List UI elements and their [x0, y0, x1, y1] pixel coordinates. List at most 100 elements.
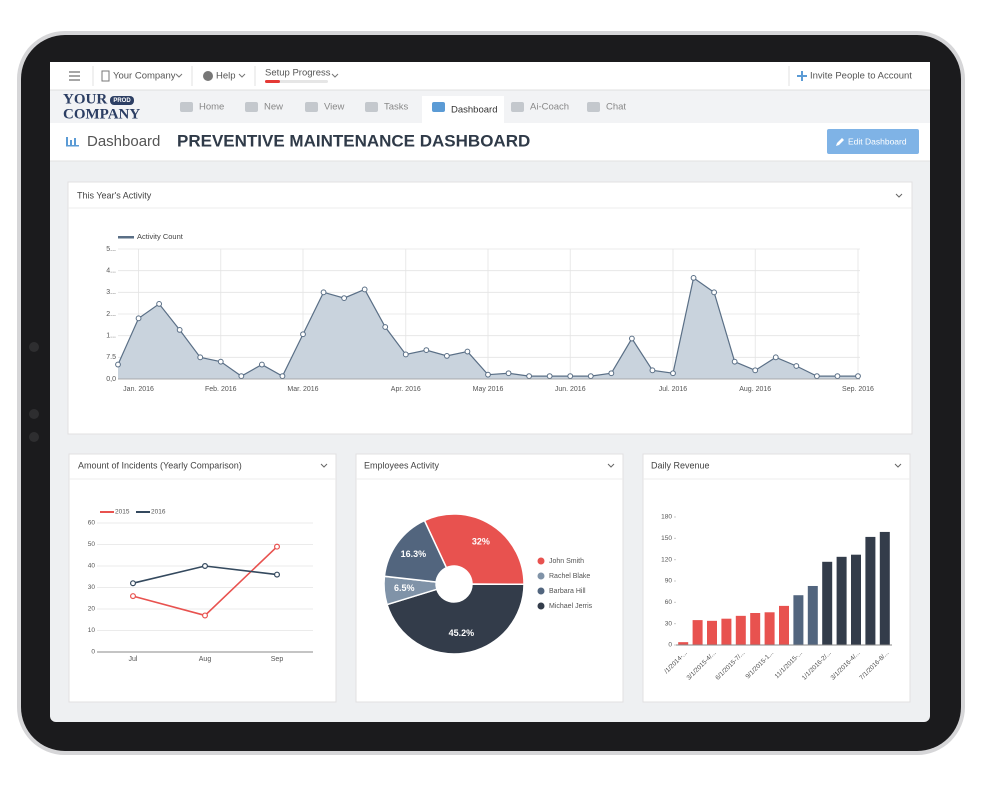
data-point [320, 289, 327, 296]
company-icon [101, 70, 110, 82]
help-icon [203, 71, 213, 81]
slice-label: 16.3% [401, 549, 427, 559]
section-name: Dashboard [87, 133, 160, 150]
panel-menu[interactable] [894, 463, 902, 468]
nav-item[interactable]: Ai-Coach [530, 102, 569, 113]
page-title: PREVENTIVE MAINTENANCE DASHBOARD [177, 131, 530, 150]
data-point [855, 373, 861, 380]
nav-icon [432, 102, 445, 112]
edit-dashboard-button[interactable] [827, 129, 919, 154]
legend-label: Barbara Hill [549, 588, 586, 595]
legend-label: Activity Count [137, 232, 184, 241]
bar [851, 554, 861, 645]
data-point [217, 358, 224, 365]
data-point [711, 289, 718, 296]
bar [793, 595, 804, 645]
legend-swatch [118, 236, 134, 239]
logo-badge: PROD [113, 98, 131, 104]
y-tick-label: 20 [88, 606, 96, 613]
side-button [29, 409, 39, 419]
panel-menu[interactable] [320, 463, 328, 468]
panel-menu[interactable] [607, 463, 615, 468]
y-tick-label: 5... [106, 246, 116, 253]
nav-item[interactable]: Dashboard [451, 105, 497, 116]
x-tick-label: May 2016 [473, 386, 504, 393]
invite-link[interactable]: Invite People to Account [810, 71, 912, 82]
data-point [731, 358, 738, 365]
data-point [772, 354, 779, 361]
bar [764, 612, 775, 645]
logo-bottom: COMPANY [63, 106, 140, 122]
help-menu[interactable]: Help [216, 71, 236, 82]
data-point [628, 335, 635, 342]
pie-slice [423, 513, 525, 585]
nav-icon [305, 102, 318, 112]
company-menu[interactable]: Your Company [113, 71, 176, 82]
slice-label: 6.5% [394, 583, 415, 593]
chevron [238, 73, 246, 78]
data-point [274, 543, 281, 550]
y-tick-label: 60 [665, 599, 673, 606]
x-tick-label: Jun. 2016 [555, 386, 586, 393]
data-point [274, 571, 281, 578]
y-tick-label: 120 [661, 556, 672, 563]
data-point [341, 295, 348, 302]
y-tick-label: 0,0 [106, 376, 116, 383]
menu-icon[interactable] [69, 71, 80, 81]
data-point [130, 580, 137, 587]
data-point [546, 373, 553, 380]
bar [692, 620, 703, 645]
data-point [793, 363, 800, 369]
data-point [238, 373, 245, 380]
nav-icon [245, 102, 258, 112]
panel-title: Amount of Incidents (Yearly Comparison) [78, 460, 242, 470]
legend-swatch [537, 572, 545, 580]
logo-top: YOUR [63, 91, 107, 107]
data-point [202, 562, 209, 569]
setup-progress[interactable]: Setup Progress [265, 68, 331, 79]
data-point [135, 315, 142, 322]
progress-track [265, 80, 328, 83]
data-point [670, 370, 676, 377]
top-bar [50, 62, 930, 90]
data-point [608, 370, 615, 377]
bar [879, 531, 890, 645]
data-point [300, 331, 306, 338]
nav-item[interactable]: New [264, 102, 283, 113]
y-tick-label: 4... [106, 268, 116, 275]
data-point [279, 373, 286, 380]
y-tick-label: 90 [665, 578, 673, 585]
data-point [752, 367, 759, 374]
y-tick-label: 150 [661, 535, 672, 542]
logo-badge-bg [110, 96, 134, 105]
legend-swatch [537, 602, 545, 610]
x-tick-label: Sep. 2016 [842, 386, 874, 393]
data-point [690, 274, 697, 281]
data-point [423, 347, 430, 354]
nav-item[interactable]: View [324, 102, 345, 113]
data-point [115, 361, 121, 368]
data-point [834, 373, 841, 380]
nav-icon [511, 102, 524, 112]
x-tick-label: Apr. 2016 [391, 386, 421, 393]
data-point [587, 373, 594, 380]
data-point [130, 593, 137, 600]
area-fill [118, 277, 858, 379]
data-point [649, 367, 656, 374]
panel [67, 181, 913, 435]
data-point [156, 300, 163, 307]
nav-item[interactable]: Chat [606, 102, 626, 113]
bar [707, 620, 717, 645]
y-tick-label: 0 [668, 642, 672, 649]
x-tick-label: Aug. 2016 [739, 386, 771, 393]
data-point [813, 373, 820, 380]
nav-item[interactable]: Tasks [384, 102, 409, 113]
nav-item[interactable]: Home [199, 102, 224, 113]
panel-menu[interactable] [895, 193, 903, 198]
bar [822, 561, 833, 645]
bar [779, 605, 789, 645]
pencil-icon [836, 138, 844, 146]
data-point [485, 371, 491, 378]
legend-label: 2016 [151, 509, 166, 516]
